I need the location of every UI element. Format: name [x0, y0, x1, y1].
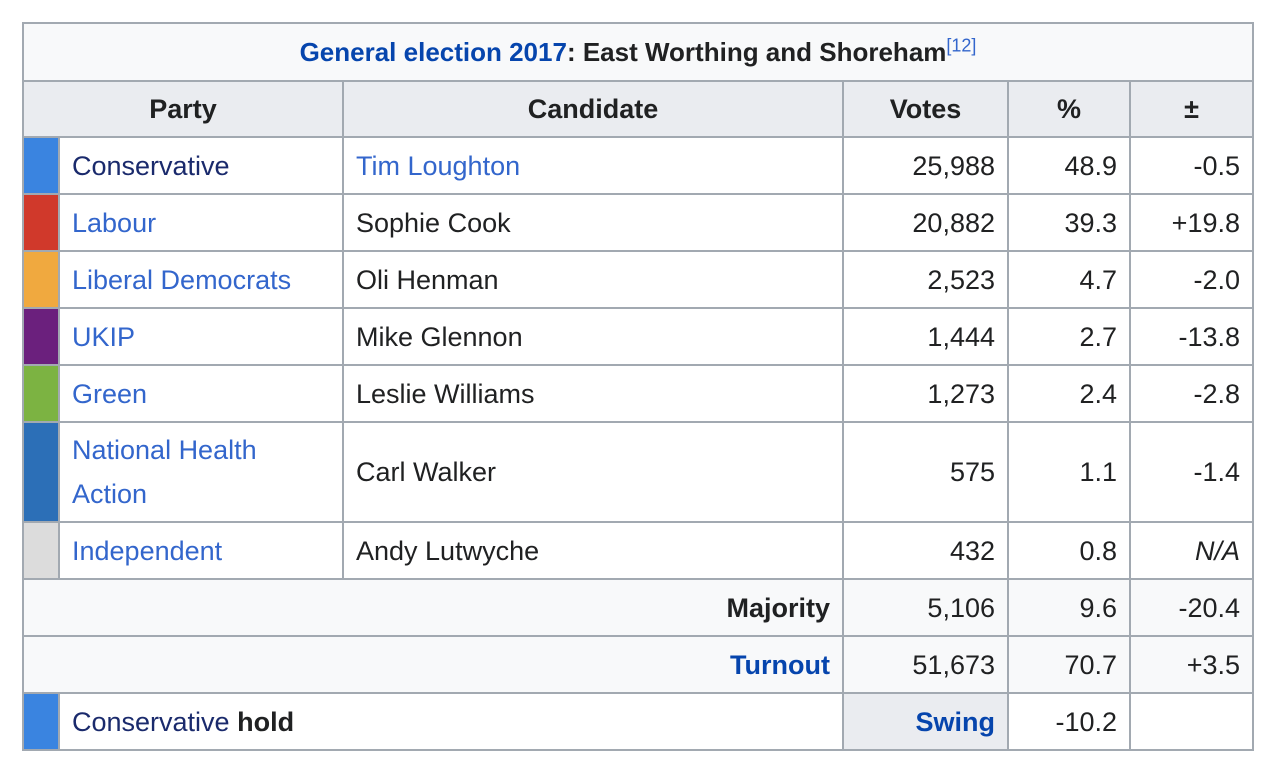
percent-cell: 39.3 [1007, 193, 1131, 252]
candidate-cell: Mike Glennon [342, 307, 844, 366]
turnout-percent: 70.7 [1007, 635, 1131, 694]
party-link-ukip[interactable]: UKIP [72, 321, 136, 352]
party-name-line-2: Action [72, 479, 148, 509]
change-cell: -2.8 [1129, 364, 1254, 423]
turnout-link[interactable]: Turnout [730, 649, 830, 680]
turnout-change: +3.5 [1129, 635, 1254, 694]
party-color-swatch [22, 364, 60, 423]
change-cell: -0.5 [1129, 136, 1254, 195]
header-votes: Votes [842, 80, 1009, 138]
hold-word: hold [237, 706, 295, 737]
percent-cell: 48.9 [1007, 136, 1131, 195]
party-color-swatch [22, 692, 60, 751]
majority-votes: 5,106 [842, 578, 1009, 637]
turnout-row: Turnout 51,673 70.7 +3.5 [22, 635, 1254, 694]
table-caption: General election 2017: East Worthing and… [22, 22, 1254, 82]
party-color-swatch [22, 307, 60, 366]
party-link-independent[interactable]: Independent [72, 535, 223, 566]
majority-change: -20.4 [1129, 578, 1254, 637]
table-row: Independent Andy Lutwyche 432 0.8 N/A [22, 521, 1254, 580]
header-percent: % [1007, 80, 1131, 138]
table-row: Liberal Democrats Oli Henman 2,523 4.7 -… [22, 250, 1254, 309]
table-row: Conservative Tim Loughton 25,988 48.9 -0… [22, 136, 1254, 195]
percent-cell: 2.7 [1007, 307, 1131, 366]
caption-rest: : East Worthing and Shoreham [566, 37, 947, 67]
candidate-link-tim-loughton[interactable]: Tim Loughton [356, 150, 521, 181]
change-cell: -13.8 [1129, 307, 1254, 366]
votes-cell: 2,523 [842, 250, 1009, 309]
header-party: Party [22, 80, 344, 138]
party-link-national-health-action[interactable]: National Health Action [72, 424, 330, 520]
candidate-cell: Carl Walker [342, 421, 844, 523]
party-color-swatch [22, 521, 60, 580]
percent-cell: 0.8 [1007, 521, 1131, 580]
votes-cell: 20,882 [842, 193, 1009, 252]
empty-cell [1129, 692, 1254, 751]
table-row: UKIP Mike Glennon 1,444 2.7 -13.8 [22, 307, 1254, 366]
percent-cell: 1.1 [1007, 421, 1131, 523]
party-link-green[interactable]: Green [72, 378, 148, 409]
swing-link[interactable]: Swing [915, 706, 996, 737]
votes-cell: 432 [842, 521, 1009, 580]
party-color-swatch [22, 193, 60, 252]
change-cell: N/A [1129, 521, 1254, 580]
party-name-line-1: National Health [72, 435, 257, 465]
percent-cell: 2.4 [1007, 364, 1131, 423]
majority-percent: 9.6 [1007, 578, 1131, 637]
votes-cell: 1,273 [842, 364, 1009, 423]
votes-cell: 1,444 [842, 307, 1009, 366]
general-election-2017-link[interactable]: General election 2017 [299, 37, 567, 67]
change-cell: -2.0 [1129, 250, 1254, 309]
party-color-swatch [22, 421, 60, 523]
candidate-cell: Leslie Williams [342, 364, 844, 423]
party-link-conservative-hold[interactable]: Conservative [72, 706, 230, 737]
election-results-box: General election 2017: East Worthing and… [22, 22, 1254, 751]
party-color-swatch [22, 136, 60, 195]
swing-value: -10.2 [1007, 692, 1131, 751]
candidate-cell: Andy Lutwyche [342, 521, 844, 580]
change-cell: -1.4 [1129, 421, 1254, 523]
party-link-labour[interactable]: Labour [72, 207, 157, 238]
election-results-table: General election 2017: East Worthing and… [22, 22, 1254, 751]
percent-cell: 4.7 [1007, 250, 1131, 309]
header-candidate: Candidate [342, 80, 844, 138]
majority-row: Majority 5,106 9.6 -20.4 [22, 578, 1254, 637]
candidate-cell: Oli Henman [342, 250, 844, 309]
votes-cell: 25,988 [842, 136, 1009, 195]
hold-row: Conservative hold Swing -10.2 [22, 692, 1254, 751]
change-cell: +19.8 [1129, 193, 1254, 252]
turnout-votes: 51,673 [842, 635, 1009, 694]
votes-cell: 575 [842, 421, 1009, 523]
party-link-liberal-democrats[interactable]: Liberal Democrats [72, 264, 292, 295]
header-change: ± [1129, 80, 1254, 138]
candidate-cell: Sophie Cook [342, 193, 844, 252]
reference-link[interactable]: [12] [946, 35, 977, 56]
table-row: Green Leslie Williams 1,273 2.4 -2.8 [22, 364, 1254, 423]
table-row: National Health Action Carl Walker 575 1.… [22, 421, 1254, 523]
party-link-conservative[interactable]: Conservative [72, 150, 230, 181]
majority-label: Majority [22, 578, 844, 637]
party-color-swatch [22, 250, 60, 309]
table-row: Labour Sophie Cook 20,882 39.3 +19.8 [22, 193, 1254, 252]
